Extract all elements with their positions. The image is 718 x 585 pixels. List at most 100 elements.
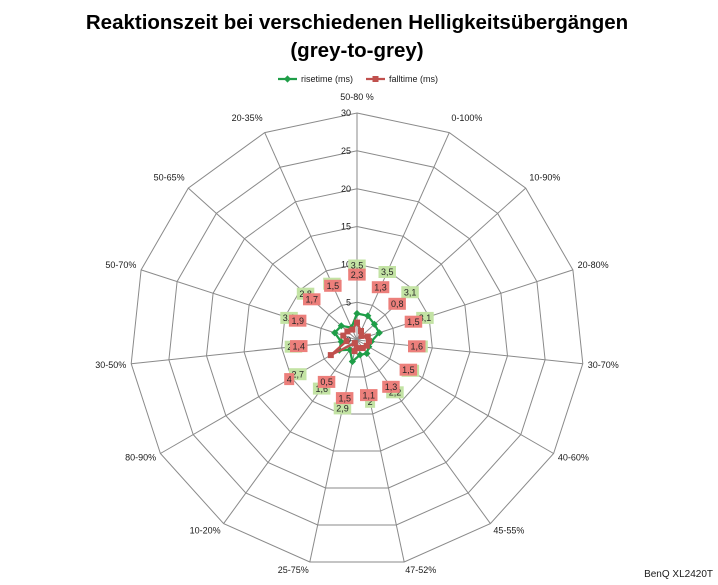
falltime-data-label-0: 2,3 xyxy=(348,268,366,281)
falltime-data-label-9: 0,5 xyxy=(317,375,336,388)
axis-spoke-5 xyxy=(356,339,554,454)
falltime-marker-2 xyxy=(358,332,365,339)
r-tick-label-25: 25 xyxy=(341,146,351,156)
axis-spoke-9 xyxy=(223,339,358,524)
axis-spoke-13 xyxy=(187,187,358,341)
risetime-data-label-0: 3,5 xyxy=(348,259,366,272)
risetime-data-label-text-10: 2,7 xyxy=(291,369,304,379)
falltime-marker-14 xyxy=(349,326,356,333)
falltime-data-label-text-0: 2,3 xyxy=(351,270,364,280)
risetime-marker-6 xyxy=(363,349,371,358)
category-label-3: 20-80% xyxy=(578,260,609,270)
risetime-marker-13 xyxy=(337,322,345,330)
grid-ring-30 xyxy=(130,112,584,563)
legend: risetime (ms) falltime (ms) xyxy=(278,74,438,84)
risetime-marker-0 xyxy=(353,309,361,318)
data-labels: 3,53,53,13,11,91,82,222,91,62,72,13,12,8… xyxy=(280,259,434,415)
falltime-data-label-text-12: 1,9 xyxy=(291,316,304,326)
category-label-7: 47-52% xyxy=(405,565,436,575)
axis-spoke-3 xyxy=(356,269,574,341)
axis-spoke-11 xyxy=(131,339,358,365)
falltime-data-label-7: 1,1 xyxy=(360,389,378,402)
falltime-data-label-2: 0,8 xyxy=(388,297,406,310)
falltime-data-label-text-6: 1,3 xyxy=(385,382,398,392)
falltime-data-label-text-3: 1,5 xyxy=(407,317,420,327)
falltime-data-label-8: 1,5 xyxy=(335,392,354,405)
category-label-13: 50-65% xyxy=(154,173,185,183)
falltime-data-label-box-4 xyxy=(408,340,426,353)
falltime-data-label-box-13 xyxy=(303,293,321,306)
falltime-data-label-text-10: 4 xyxy=(287,374,292,384)
r-tick-label-5: 5 xyxy=(346,297,351,307)
r-tick-label-30: 30 xyxy=(341,108,351,118)
axis-spoke-2 xyxy=(356,187,527,341)
legend-item-risetime: risetime (ms) xyxy=(278,74,353,84)
falltime-marker-6 xyxy=(359,345,366,351)
falltime-data-label-box-14 xyxy=(324,279,342,292)
risetime-data-label-text-2: 3,1 xyxy=(404,287,417,297)
falltime-data-label-text-1: 1,3 xyxy=(374,282,387,292)
risetime-data-label-text-0: 3,5 xyxy=(351,261,364,271)
falltime-data-label-10: 4 xyxy=(284,373,295,386)
falltime-data-label-3: 1,5 xyxy=(404,315,423,328)
falltime-data-label-text-13: 1,7 xyxy=(306,295,319,305)
category-label-9: 10-20% xyxy=(190,525,221,535)
data-series xyxy=(327,309,383,366)
falltime-data-label-text-14: 1,5 xyxy=(327,281,340,291)
falltime-data-label-box-5 xyxy=(399,363,418,376)
radar-axis-spokes xyxy=(131,113,583,563)
category-label-2: 10-90% xyxy=(529,173,560,183)
grid-ring-15 xyxy=(243,225,471,452)
grid-ring-20 xyxy=(205,188,509,489)
grid-ring-5 xyxy=(318,301,396,378)
risetime-data-label-box-0 xyxy=(348,259,366,272)
falltime-marker-12 xyxy=(340,332,347,339)
legend-falltime-square-marker xyxy=(372,76,379,82)
falltime-data-label-box-6 xyxy=(382,380,400,393)
falltime-marker-5 xyxy=(363,342,370,349)
falltime-data-label-box-7 xyxy=(360,389,378,402)
falltime-marker-10 xyxy=(327,352,334,359)
category-label-1: 0-100% xyxy=(451,113,482,123)
falltime-marker-4 xyxy=(366,338,372,345)
falltime-marker-8 xyxy=(351,348,358,355)
risetime-data-label-text-8: 2,9 xyxy=(336,404,349,414)
category-label-4: 30-70% xyxy=(588,360,619,370)
risetime-data-label-box-8 xyxy=(333,402,352,415)
category-label-11: 30-50% xyxy=(95,360,126,370)
falltime-marker-11 xyxy=(343,338,350,345)
falltime-data-label-box-11 xyxy=(290,340,308,353)
falltime-data-label-text-4: 1,6 xyxy=(411,342,424,352)
falltime-data-label-text-8: 1,5 xyxy=(338,393,351,403)
falltime-data-label-12: 1,9 xyxy=(288,314,307,327)
falltime-data-label-box-12 xyxy=(288,314,307,327)
category-label-6: 45-55% xyxy=(493,525,524,535)
risetime-data-label-2: 3,1 xyxy=(401,286,419,299)
risetime-marker-3 xyxy=(375,329,383,337)
legend-falltime-label: falltime (ms) xyxy=(389,74,438,84)
legend-risetime-diamond-marker xyxy=(283,75,292,83)
risetime-marker-8 xyxy=(348,357,356,366)
falltime-data-label-box-3 xyxy=(404,315,423,328)
falltime-marker-9 xyxy=(351,340,358,347)
chart-title-line-1: Reaktionszeit bei verschiedenen Helligke… xyxy=(86,11,628,34)
risetime-marker-12 xyxy=(331,329,339,337)
axis-spoke-7 xyxy=(356,339,405,563)
falltime-data-label-box-1 xyxy=(371,281,390,294)
risetime-data-label-text-3: 3,1 xyxy=(419,313,432,323)
risetime-data-label-text-9: 1,6 xyxy=(315,384,328,394)
falltime-data-label-box-8 xyxy=(335,392,354,405)
falltime-data-label-text-9: 0,5 xyxy=(320,377,333,387)
risetime-data-label-box-1 xyxy=(378,266,396,278)
category-label-8: 25-75% xyxy=(278,565,309,575)
category-label-0: 50-80 % xyxy=(340,92,374,102)
radar-gridlines xyxy=(130,112,584,563)
risetime-data-label-text-7: 2 xyxy=(368,397,373,407)
risetime-marker-1 xyxy=(364,312,372,320)
radial-axis-tick-labels: 051015202530 xyxy=(341,108,351,345)
grid-ring-25 xyxy=(168,150,546,526)
r-tick-label-20: 20 xyxy=(341,184,351,194)
risetime-data-label-box-7 xyxy=(365,395,376,408)
falltime-data-label-6: 1,3 xyxy=(382,380,400,393)
axis-spoke-10 xyxy=(160,339,358,454)
